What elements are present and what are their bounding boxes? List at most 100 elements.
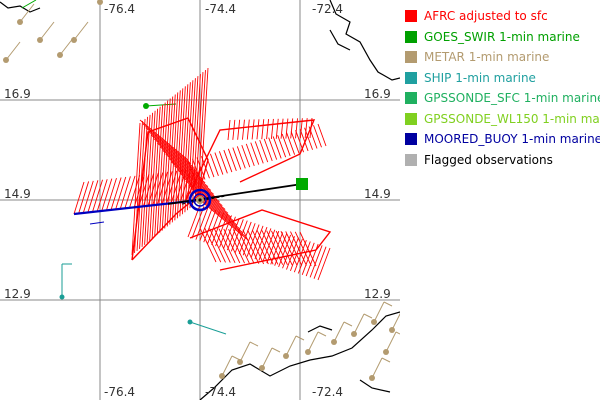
afrc-barb bbox=[268, 137, 278, 160]
afrc-barb bbox=[259, 139, 269, 163]
buoy-barb bbox=[124, 175, 136, 208]
afrc-barb bbox=[313, 246, 327, 279]
afrc-barb bbox=[272, 136, 282, 159]
afrc-barb bbox=[256, 119, 260, 140]
metar-station bbox=[57, 52, 63, 58]
afrc-barb bbox=[237, 229, 255, 264]
afrc-barb bbox=[281, 133, 291, 157]
ship-station bbox=[187, 319, 193, 325]
afrc-barb bbox=[294, 231, 312, 267]
afrc-barb bbox=[176, 86, 186, 219]
afrc-barb bbox=[238, 221, 252, 255]
coast-segment-3 bbox=[329, 29, 351, 51]
buoy-ring-inner bbox=[193, 193, 207, 207]
lon-label-top-2: -74.4 bbox=[205, 2, 236, 16]
afrc-barb bbox=[199, 208, 213, 242]
afrc-barb bbox=[261, 119, 265, 140]
afrc-barb bbox=[317, 247, 331, 281]
metar-barb-flag bbox=[363, 313, 373, 319]
afrc-barb bbox=[226, 217, 240, 251]
goes-square bbox=[296, 178, 308, 190]
afrc-barb bbox=[250, 225, 264, 259]
buoy-barb bbox=[101, 178, 113, 211]
afrc-barb bbox=[184, 80, 194, 213]
afrc-barb bbox=[299, 231, 317, 267]
afrc-barb bbox=[280, 231, 298, 266]
afrc-barb bbox=[213, 228, 231, 263]
metar-barb-flag bbox=[383, 301, 393, 307]
lon-label-bottom-2: -74.4 bbox=[205, 385, 236, 399]
afrc-barb bbox=[164, 96, 174, 229]
legend-label: SHIP 1-min marine bbox=[424, 70, 536, 85]
map-canvas[interactable]: -76.4 -74.4 -72.4 -76.4 -74.4 -72.4 16.9… bbox=[0, 0, 400, 400]
legend-item-metar[interactable]: METAR 1-min marine bbox=[405, 47, 600, 68]
afrc-barb bbox=[278, 234, 292, 268]
buoy-barb bbox=[92, 179, 103, 212]
afrc-barb bbox=[309, 245, 323, 278]
buoy-barb bbox=[175, 169, 187, 202]
lat-label-right-1: 16.9 bbox=[364, 87, 391, 101]
afrc-barb bbox=[218, 228, 236, 263]
afrc-barb bbox=[214, 152, 224, 175]
metar-barb bbox=[239, 341, 251, 363]
buoy-barb bbox=[73, 181, 85, 215]
legend-label: GOES_SWIR 1-min marine bbox=[424, 29, 580, 44]
metar-barb-flag bbox=[395, 331, 400, 335]
afrc-barb bbox=[215, 213, 228, 247]
buoy-barb bbox=[110, 177, 122, 210]
afrc-barb bbox=[271, 230, 288, 266]
legend-item-goes-swir[interactable]: GOES_SWIR 1-min marine bbox=[405, 27, 600, 48]
buoy-barb bbox=[106, 177, 117, 211]
afrc-barb bbox=[245, 143, 255, 167]
legend-item-flagged[interactable]: Flagged observations bbox=[405, 150, 600, 171]
afrc-barb bbox=[251, 229, 269, 265]
legend-swatch bbox=[405, 51, 417, 64]
metar-station bbox=[219, 373, 225, 379]
afrc-barb bbox=[275, 118, 279, 139]
afrc-barb bbox=[191, 206, 205, 239]
metar-station bbox=[259, 365, 265, 371]
metar-barb bbox=[333, 321, 345, 343]
legend-swatch bbox=[405, 10, 417, 23]
legend-item-moored-buoy[interactable]: MOORED_BUOY 1-min marine bbox=[405, 129, 600, 150]
afrc-barb bbox=[232, 229, 250, 264]
afrc-barb bbox=[218, 151, 228, 174]
legend-item-gpssonde-sfc[interactable]: GPSSONDE_SFC 1-min marine bbox=[405, 88, 600, 109]
metar-barb bbox=[353, 313, 365, 335]
metar-barb bbox=[39, 21, 55, 41]
wind-barbs bbox=[3, 0, 400, 381]
legend-label: MOORED_BUOY 1-min marine bbox=[424, 132, 600, 147]
metar-barb bbox=[385, 331, 397, 353]
buoy-barb bbox=[115, 176, 127, 210]
grid-labels: -76.4 -74.4 -72.4 -76.4 -74.4 -72.4 16.9… bbox=[4, 2, 391, 399]
metar-station bbox=[17, 19, 23, 25]
legend-item-ship[interactable]: SHIP 1-min marine bbox=[405, 68, 600, 89]
lat-label-right-3: 12.9 bbox=[364, 287, 391, 301]
metar-station bbox=[305, 349, 311, 355]
afrc-barb bbox=[242, 229, 260, 264]
metar-station bbox=[371, 319, 377, 325]
afrc-barb bbox=[139, 116, 149, 249]
afrc-barb bbox=[237, 119, 241, 140]
afrc-barb bbox=[223, 149, 233, 173]
afrc-barb bbox=[162, 150, 212, 191]
afrc-barb bbox=[256, 230, 274, 265]
storm-center bbox=[167, 178, 308, 212]
goes-barb bbox=[21, 0, 37, 9]
afrc-barb bbox=[263, 138, 273, 162]
metar-barb-flag bbox=[295, 335, 305, 341]
metar-barb bbox=[391, 312, 400, 331]
afrc-outline bbox=[131, 117, 209, 261]
afrc-barb bbox=[232, 147, 242, 170]
legend-label: GPSSONDE_SFC 1-min marine bbox=[424, 91, 600, 106]
afrc-barb bbox=[203, 210, 217, 243]
legend-item-afrc[interactable]: AFRC adjusted to sfc bbox=[405, 6, 600, 27]
legend-item-gpssonde-wl150[interactable]: GPSSONDE_WL150 1-min marine bbox=[405, 109, 600, 130]
ship-station bbox=[59, 294, 65, 300]
metar-barb-flag bbox=[343, 321, 353, 327]
legend-label: GPSSONDE_WL150 1-min marine bbox=[424, 111, 600, 126]
buoy-barb bbox=[129, 175, 141, 208]
map-panel[interactable]: -76.4 -74.4 -72.4 -76.4 -74.4 -72.4 16.9… bbox=[0, 0, 400, 400]
afrc-barb bbox=[144, 112, 154, 245]
metar-barb bbox=[371, 357, 383, 379]
